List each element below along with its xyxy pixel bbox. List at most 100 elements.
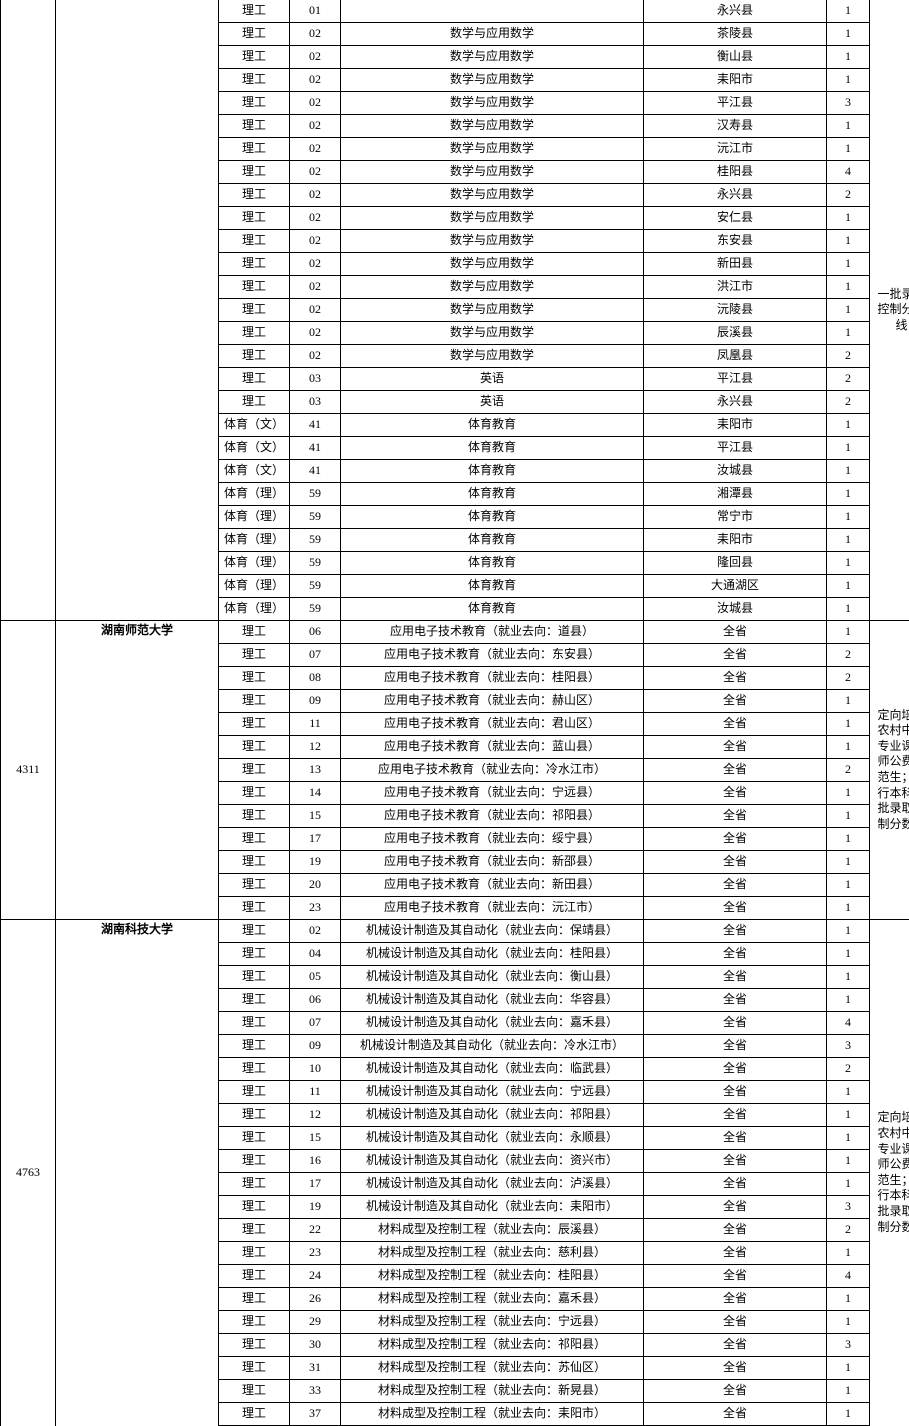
region-cell: 全省 (644, 1012, 827, 1035)
major-code-cell: 07 (290, 1012, 341, 1035)
region-cell: 汝城县 (644, 598, 827, 621)
count-cell: 1 (827, 1403, 870, 1426)
count-cell: 4 (827, 1265, 870, 1288)
region-cell: 全省 (644, 1150, 827, 1173)
region-cell: 全省 (644, 1334, 827, 1357)
region-cell: 大通湖区 (644, 575, 827, 598)
table-row: 4311湖南师范大学理工06应用电子技术教育（就业去向：道县）全省1定向培养农村… (1, 621, 909, 644)
category-cell: 理工 (219, 1104, 290, 1127)
major-code-cell: 02 (290, 345, 341, 368)
region-cell: 全省 (644, 782, 827, 805)
count-cell: 1 (827, 874, 870, 897)
admission-table: 理工01永兴县1一批录取控制分数线理工02数学与应用数学茶陵县1理工02数学与应… (0, 0, 909, 1426)
major-code-cell: 19 (290, 851, 341, 874)
category-cell: 体育（理） (219, 483, 290, 506)
category-cell: 理工 (219, 690, 290, 713)
region-cell: 平江县 (644, 92, 827, 115)
count-cell: 2 (827, 368, 870, 391)
region-cell: 沅江市 (644, 138, 827, 161)
category-cell: 理工 (219, 920, 290, 943)
major-code-cell: 03 (290, 391, 341, 414)
major-code-cell: 02 (290, 46, 341, 69)
major-cell: 应用电子技术教育（就业去向：新邵县） (341, 851, 644, 874)
major-cell: 机械设计制造及其自动化（就业去向：衡山县） (341, 966, 644, 989)
region-cell: 全省 (644, 1219, 827, 1242)
count-cell: 3 (827, 1334, 870, 1357)
category-cell: 理工 (219, 713, 290, 736)
major-cell: 英语 (341, 368, 644, 391)
category-cell: 理工 (219, 69, 290, 92)
region-cell: 全省 (644, 943, 827, 966)
region-cell: 全省 (644, 1173, 827, 1196)
category-cell: 理工 (219, 391, 290, 414)
region-cell: 衡山县 (644, 46, 827, 69)
count-cell: 1 (827, 529, 870, 552)
major-code-cell: 02 (290, 161, 341, 184)
count-cell: 2 (827, 345, 870, 368)
major-code-cell: 59 (290, 529, 341, 552)
category-cell: 体育（理） (219, 529, 290, 552)
region-cell: 全省 (644, 1265, 827, 1288)
count-cell: 1 (827, 1357, 870, 1380)
major-cell: 机械设计制造及其自动化（就业去向：泸溪县） (341, 1173, 644, 1196)
count-cell: 3 (827, 1035, 870, 1058)
count-cell: 1 (827, 460, 870, 483)
major-cell: 体育教育 (341, 506, 644, 529)
category-cell: 理工 (219, 299, 290, 322)
category-cell: 理工 (219, 1127, 290, 1150)
major-code-cell: 11 (290, 1081, 341, 1104)
major-cell: 机械设计制造及其自动化（就业去向：耒阳市） (341, 1196, 644, 1219)
count-cell: 1 (827, 920, 870, 943)
major-cell: 体育教育 (341, 552, 644, 575)
major-cell: 数学与应用数学 (341, 276, 644, 299)
count-cell: 1 (827, 736, 870, 759)
region-cell: 全省 (644, 874, 827, 897)
region-cell: 永兴县 (644, 0, 827, 23)
major-cell: 体育教育 (341, 414, 644, 437)
count-cell: 1 (827, 253, 870, 276)
major-cell: 应用电子技术教育（就业去向：新田县） (341, 874, 644, 897)
major-cell: 机械设计制造及其自动化（就业去向：桂阳县） (341, 943, 644, 966)
category-cell: 理工 (219, 782, 290, 805)
major-code-cell: 04 (290, 943, 341, 966)
count-cell: 1 (827, 782, 870, 805)
major-cell: 应用电子技术教育（就业去向：桂阳县） (341, 667, 644, 690)
major-cell: 机械设计制造及其自动化（就业去向：宁远县） (341, 1081, 644, 1104)
major-cell: 材料成型及控制工程（就业去向：苏仙区） (341, 1357, 644, 1380)
major-code-cell: 24 (290, 1265, 341, 1288)
category-cell: 理工 (219, 161, 290, 184)
count-cell: 1 (827, 230, 870, 253)
region-cell: 全省 (644, 1288, 827, 1311)
category-cell: 理工 (219, 828, 290, 851)
category-cell: 理工 (219, 1288, 290, 1311)
major-cell: 应用电子技术教育（就业去向：君山区） (341, 713, 644, 736)
category-cell: 理工 (219, 207, 290, 230)
note-cell: 定向培养农村中职专业课教师公费师范生；执行本科一批录取控制分数线 (870, 621, 909, 920)
category-cell: 理工 (219, 1219, 290, 1242)
count-cell: 1 (827, 575, 870, 598)
category-cell: 理工 (219, 138, 290, 161)
major-code-cell: 37 (290, 1403, 341, 1426)
major-cell: 应用电子技术教育（就业去向：祁阳县） (341, 805, 644, 828)
category-cell: 体育（理） (219, 575, 290, 598)
category-cell: 体育（文） (219, 437, 290, 460)
school-code: 4311 (1, 621, 56, 920)
category-cell: 理工 (219, 897, 290, 920)
major-code-cell: 02 (290, 920, 341, 943)
university-name: 湖南科技大学 (56, 920, 219, 1426)
major-code-cell: 02 (290, 276, 341, 299)
category-cell: 理工 (219, 805, 290, 828)
major-code-cell: 19 (290, 1196, 341, 1219)
category-cell: 理工 (219, 276, 290, 299)
count-cell: 1 (827, 1311, 870, 1334)
major-code-cell: 02 (290, 299, 341, 322)
major-cell: 数学与应用数学 (341, 115, 644, 138)
count-cell: 1 (827, 851, 870, 874)
school-code (1, 0, 56, 621)
major-cell: 机械设计制造及其自动化（就业去向：临武县） (341, 1058, 644, 1081)
category-cell: 理工 (219, 1265, 290, 1288)
major-cell: 应用电子技术教育（就业去向：宁远县） (341, 782, 644, 805)
major-code-cell: 02 (290, 92, 341, 115)
category-cell: 体育（理） (219, 552, 290, 575)
count-cell: 1 (827, 1104, 870, 1127)
